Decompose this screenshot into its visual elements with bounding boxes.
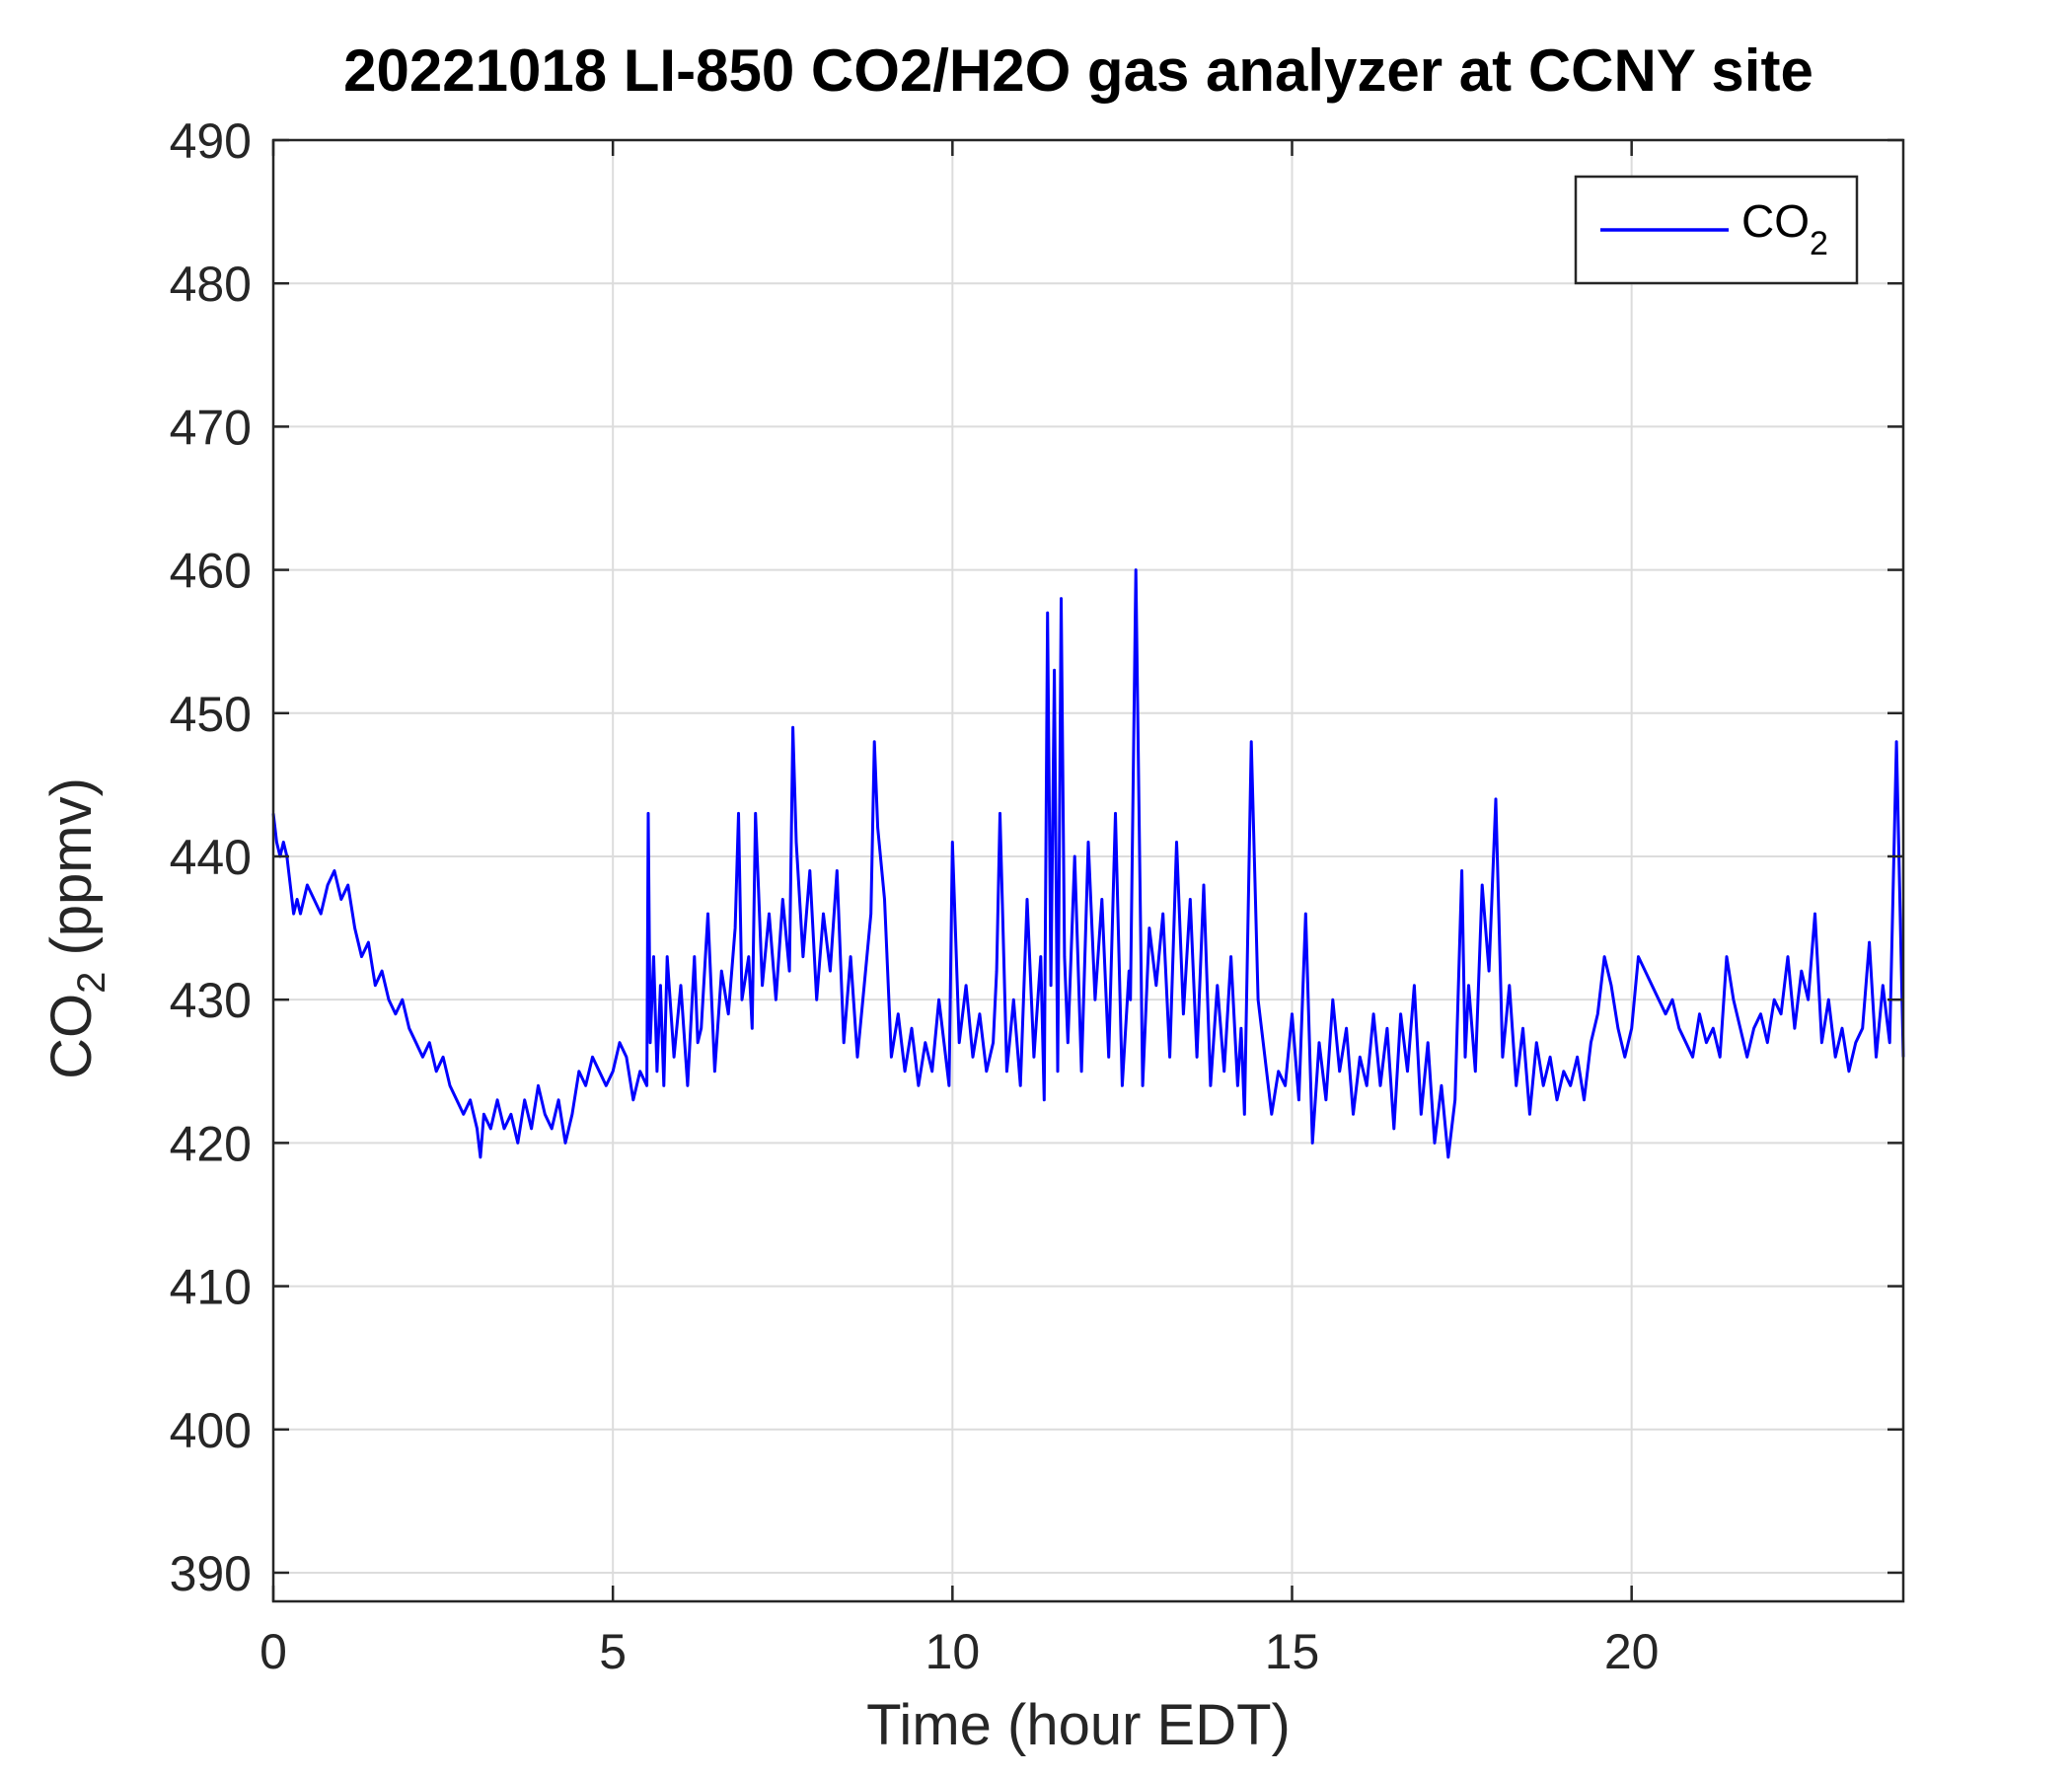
x-tick-label-20: 20 [1604, 1624, 1660, 1679]
x-tick-label-15: 15 [1265, 1624, 1320, 1679]
legend-entry-subscript: 2 [1810, 225, 1828, 262]
y-axis-label-main: CO [39, 994, 104, 1079]
y-axis-label: CO2 (ppmv) [39, 777, 113, 1079]
y-tick-label-420: 420 [170, 1116, 252, 1171]
legend-entry-main: CO [1741, 195, 1810, 247]
legend: CO2 [1574, 175, 1859, 285]
x-tick-labels: 0 5 10 15 20 [259, 1624, 1659, 1679]
series-layer [271, 568, 1905, 1159]
x-tick-label-5: 5 [599, 1624, 627, 1679]
y-tick-label-390: 390 [170, 1546, 252, 1601]
plot-area-frame [271, 138, 1905, 1603]
x-axis-label: Time (hour EDT) [866, 1693, 1291, 1757]
series-line-co2 [271, 568, 1905, 1159]
y-tick-label-410: 410 [170, 1260, 252, 1315]
y-tick-label-450: 450 [170, 687, 252, 742]
y-axis-label-subscript: 2 [70, 972, 113, 994]
y-tick-label-460: 460 [170, 544, 252, 599]
y-tick-label-400: 400 [170, 1403, 252, 1458]
y-axis-label-suffix: (ppmv) [39, 777, 104, 972]
y-tick-label-490: 490 [170, 113, 252, 169]
x-tick-label-0: 0 [259, 1624, 287, 1679]
y-tick-label-440: 440 [170, 830, 252, 885]
y-tick-label-480: 480 [170, 257, 252, 312]
chart-title: 20221018 LI-850 CO2/H2O gas analyzer at … [343, 37, 1813, 104]
x-tick-label-10: 10 [925, 1624, 981, 1679]
y-tick-label-430: 430 [170, 973, 252, 1028]
y-tick-labels: 390 400 410 420 430 440 450 460 470 480 490 [170, 113, 252, 1601]
axes [271, 138, 1905, 1603]
legend-entry-co2: CO2 [1741, 195, 1828, 262]
y-tick-label-470: 470 [170, 400, 252, 455]
